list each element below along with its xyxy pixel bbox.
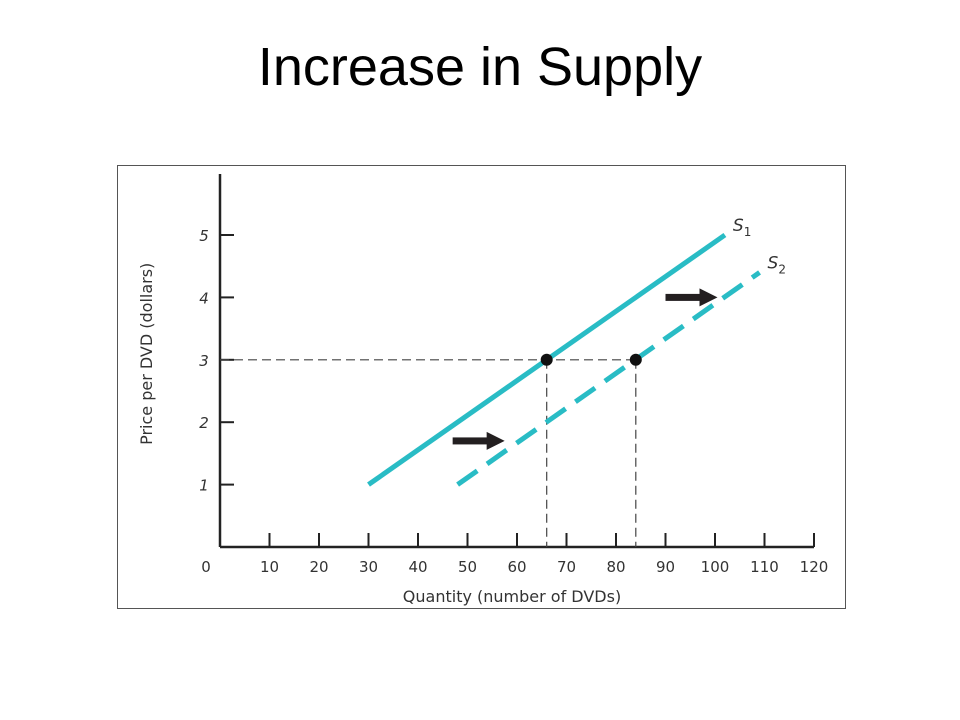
x-tick-label: 10 bbox=[260, 558, 279, 576]
chart-frame: S1 S2 0 10 20 30 40 50 60 70 80 90 100 110 120 1 2 3 4 5 Q… bbox=[117, 165, 846, 609]
shift-arrow-head bbox=[486, 431, 505, 450]
shift-arrows bbox=[452, 288, 718, 450]
axes bbox=[218, 174, 815, 549]
x-tick-label: 40 bbox=[408, 558, 427, 576]
equilibrium-points bbox=[540, 353, 642, 366]
shift-arrow-shaft bbox=[452, 437, 489, 445]
curve-label-s2: S2 bbox=[768, 253, 786, 276]
shift-arrow bbox=[665, 288, 718, 307]
x-tick-label: 110 bbox=[750, 558, 779, 576]
x-axis-label: Quantity (number of DVDs) bbox=[403, 587, 621, 606]
equilibrium-point bbox=[540, 353, 553, 366]
supply-chart: S1 S2 0 10 20 30 40 50 60 70 80 90 100 110 120 1 2 3 4 5 Q… bbox=[137, 174, 828, 606]
shift-arrow-head bbox=[699, 288, 718, 307]
shift-arrow bbox=[452, 431, 505, 450]
x-tick-label: 100 bbox=[701, 558, 730, 576]
shift-arrow-shaft bbox=[665, 293, 702, 301]
x-tick-label: 20 bbox=[309, 558, 328, 576]
equilibrium-point bbox=[629, 353, 642, 366]
y-tick-label: 4 bbox=[199, 289, 209, 307]
y-axis-label: Price per DVD (dollars) bbox=[137, 263, 156, 445]
x-tick-label: 120 bbox=[800, 558, 829, 576]
supply-curves: S1 S2 bbox=[367, 216, 786, 487]
y-tick-label: 5 bbox=[199, 227, 209, 245]
guide-lines bbox=[220, 359, 637, 547]
y-tick-label: 1 bbox=[199, 477, 209, 495]
x-tick-label: 60 bbox=[507, 558, 526, 576]
x-tick-label: 0 bbox=[201, 558, 211, 576]
x-tick-label: 50 bbox=[458, 558, 477, 576]
slide-title: Increase in Supply bbox=[257, 37, 703, 97]
curve-label-s1: S1 bbox=[733, 216, 751, 239]
y-tick-label: 3 bbox=[199, 352, 209, 370]
x-tick-label: 90 bbox=[656, 558, 675, 576]
tick-labels: 0 10 20 30 40 50 60 70 80 90 100 110 120 1 2 3 4 5 bbox=[199, 227, 828, 576]
supply-curve-s2 bbox=[456, 270, 761, 487]
y-tick-label: 2 bbox=[199, 414, 209, 432]
x-tick-label: 70 bbox=[557, 558, 576, 576]
x-tick-label: 80 bbox=[606, 558, 625, 576]
x-tick-label: 30 bbox=[359, 558, 378, 576]
